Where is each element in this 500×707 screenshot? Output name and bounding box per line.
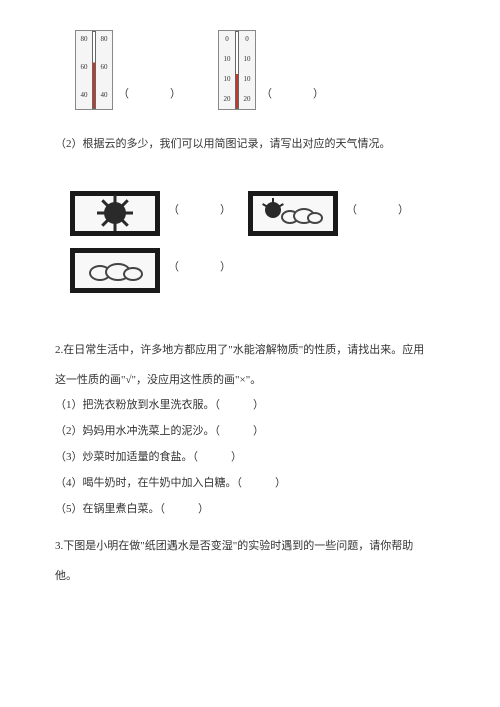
- answer-blank: （ ）: [118, 85, 183, 105]
- q2-intro-line2: 这一性质的画"√"，没应用这性质的画"×"。: [55, 371, 445, 391]
- q2-intro-line1: 2.在日常生活中，许多地方都应用了"水能溶解物质"的性质，请找出来。应用: [55, 341, 445, 361]
- section2-intro: （2）根据云的多少，我们可以用简图记录，请写出对应的天气情况。: [55, 135, 445, 155]
- scale-label: 10: [240, 53, 254, 66]
- weather-card-partly-cloudy: [248, 191, 338, 236]
- scale-label: 0: [220, 33, 234, 46]
- scale-label: 20: [220, 93, 234, 106]
- weather-row-2: （ ）: [70, 248, 445, 293]
- answer-blank: （ ）: [168, 258, 233, 278]
- sun-icon: [265, 202, 281, 218]
- q2-item-5: （5）在锅里煮白菜。（ ）: [55, 500, 445, 520]
- cloud-icon: [123, 267, 143, 281]
- scale-label: 10: [220, 53, 234, 66]
- thermometer-row: 80 60 40 80 60 40 （ ） 0 10 10 20 0: [75, 30, 445, 110]
- q2-item-2: （2）妈妈用水冲洗菜上的泥沙。（ ）: [55, 422, 445, 442]
- thermometer-1: 80 60 40 80 60 40: [75, 30, 113, 110]
- q3-line1: 3.下图是小明在做"纸团遇水是否变湿"的实验时遇到的一些问题，请你帮助: [55, 537, 445, 557]
- cloud-icon: [307, 212, 323, 224]
- thermometer-2: 0 10 10 20 0 10 10 20: [218, 30, 256, 110]
- scale-label: 0: [240, 33, 254, 46]
- weather-card-sunny: [70, 191, 160, 236]
- weather-group-partly-cloudy: （ ）: [248, 191, 411, 236]
- thermo-group-2: 0 10 10 20 0 10 10 20 （ ）: [218, 30, 326, 110]
- scale-label: 20: [240, 93, 254, 106]
- answer-blank: （ ）: [261, 85, 326, 105]
- scale-label: 40: [77, 89, 91, 102]
- q3-line2: 他。: [55, 567, 445, 587]
- q2-item-3: （3）炒菜时加适量的食盐。（ ）: [55, 448, 445, 468]
- answer-blank: （ ）: [168, 201, 233, 221]
- scale-label: 10: [240, 73, 254, 86]
- scale-label: 80: [77, 33, 91, 46]
- weather-group-cloudy: （ ）: [70, 248, 233, 293]
- scale-label: 80: [97, 33, 111, 46]
- thermo-group-1: 80 60 40 80 60 40 （ ）: [75, 30, 183, 110]
- weather-group-sunny: （ ）: [70, 191, 233, 236]
- q2-item-4: （4）喝牛奶时，在牛奶中加入白糖。（ ）: [55, 474, 445, 494]
- q2-item-1: （1）把洗衣粉放到水里洗衣服。（ ）: [55, 396, 445, 416]
- scale-label: 60: [77, 61, 91, 74]
- scale-label: 40: [97, 89, 111, 102]
- weather-row-1: （ ） （ ）: [70, 191, 445, 236]
- scale-label: 60: [97, 61, 111, 74]
- sun-icon: [104, 202, 126, 224]
- weather-card-cloudy: [70, 248, 160, 293]
- scale-label: 10: [220, 73, 234, 86]
- answer-blank: （ ）: [346, 201, 411, 221]
